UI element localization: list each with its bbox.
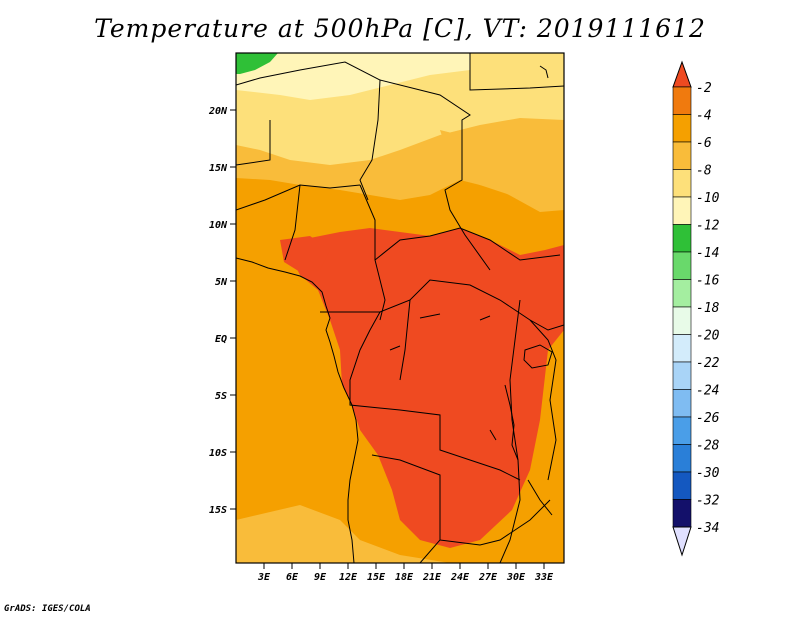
lon-label: 30E bbox=[506, 572, 526, 583]
lon-label: 12E bbox=[339, 572, 358, 583]
border-j bbox=[349, 311, 521, 481]
colorbar-label: -8 bbox=[696, 164, 712, 179]
colorbar-swatch bbox=[672, 169, 692, 198]
lon-label: 15E bbox=[367, 572, 386, 583]
border-h bbox=[374, 227, 561, 261]
colorbar-label: -32 bbox=[696, 494, 720, 509]
lat-axis: 20N 15N 10N 5N EQ 5S 10S 15S bbox=[208, 106, 236, 516]
border-f bbox=[284, 184, 301, 261]
red-sea-coast bbox=[539, 65, 549, 79]
colorbar-swatch bbox=[672, 141, 692, 170]
colorbar-swatch bbox=[672, 86, 692, 115]
colorbar-label: -20 bbox=[696, 329, 720, 344]
temperature-field bbox=[236, 53, 564, 563]
colorbar-label: -14 bbox=[696, 246, 719, 261]
lat-label: EQ bbox=[215, 334, 227, 345]
field-pale-north bbox=[236, 53, 470, 100]
colorbar-bottom-arrow bbox=[672, 526, 692, 557]
border-m bbox=[371, 454, 441, 563]
lon-label: 9E bbox=[314, 572, 327, 583]
colorbar-swatch bbox=[672, 279, 692, 308]
lon-axis: 3E 6E 9E 12E 15E 18E 21E 24E 27E 30E 33E bbox=[257, 563, 554, 583]
colorbar-top-arrow bbox=[672, 60, 692, 88]
border-l bbox=[499, 299, 521, 563]
colorbar-label: -30 bbox=[696, 466, 720, 481]
border-d bbox=[236, 120, 271, 166]
colorbar-swatch bbox=[672, 361, 692, 390]
border-n bbox=[439, 499, 551, 546]
field-mild-sw bbox=[236, 505, 450, 563]
country-borders bbox=[236, 53, 564, 563]
plot-frame bbox=[235, 52, 565, 564]
field-pale-ne bbox=[470, 53, 564, 95]
lake-victoria bbox=[523, 344, 553, 369]
border-o bbox=[529, 319, 557, 481]
colorbar-label: -4 bbox=[696, 109, 712, 124]
lon-label: 6E bbox=[286, 572, 299, 583]
lat-label: 10N bbox=[209, 220, 228, 231]
colorbar-swatch bbox=[672, 471, 692, 500]
colorbar-swatch bbox=[672, 251, 692, 280]
colorbar-label: -2 bbox=[696, 81, 712, 96]
colorbar-label: -12 bbox=[696, 219, 720, 234]
colorbar-swatch bbox=[672, 416, 692, 445]
colorbar-swatch bbox=[672, 306, 692, 335]
lat-label: 10S bbox=[209, 448, 227, 459]
colorbar-label: -28 bbox=[696, 439, 720, 454]
small-lakes bbox=[389, 313, 497, 441]
border-c bbox=[469, 53, 564, 91]
colorbar-swatch bbox=[672, 196, 692, 225]
lon-label: 24E bbox=[450, 572, 470, 583]
lon-label: 18E bbox=[395, 572, 414, 583]
colorbar-label: -26 bbox=[696, 411, 720, 426]
lake-malawi bbox=[527, 479, 553, 516]
field-green-corner bbox=[236, 53, 278, 74]
colorbar-swatch bbox=[672, 499, 692, 528]
colorbar-swatch bbox=[672, 444, 692, 473]
colorbar-label: -34 bbox=[696, 521, 719, 536]
border-b bbox=[379, 79, 491, 271]
border-k bbox=[399, 299, 411, 381]
lon-label: 3E bbox=[257, 572, 271, 583]
lat-label: 5S bbox=[215, 391, 227, 402]
map-title: Temperature at 500hPa [C], VT: 201911161… bbox=[94, 14, 706, 43]
lat-label: 15S bbox=[209, 505, 227, 516]
field-mild-ne bbox=[440, 130, 564, 210]
colorbar-label: -16 bbox=[696, 274, 720, 289]
lat-label: 5N bbox=[215, 277, 228, 288]
colorbar-swatch bbox=[672, 334, 692, 363]
lon-label: 21E bbox=[422, 572, 442, 583]
colorbar-swatch bbox=[672, 389, 692, 418]
grads-credit: GrADS: IGES/COLA bbox=[4, 604, 91, 614]
lat-label: 15N bbox=[209, 163, 228, 174]
colorbar-swatch bbox=[672, 224, 692, 253]
lon-label: 33E bbox=[534, 572, 554, 583]
colorbar-label: -24 bbox=[696, 384, 719, 399]
colorbar-label: -10 bbox=[696, 191, 720, 206]
colorbar-label: -18 bbox=[696, 301, 720, 316]
colorbar: -2 -4 -6 -8 -10 -12 -14 -16 -18 -20 -22 … bbox=[672, 60, 720, 557]
border-i bbox=[320, 279, 564, 331]
coastline bbox=[236, 257, 359, 563]
lake-tanganyika bbox=[504, 384, 519, 461]
field-warm-lobe bbox=[280, 236, 330, 272]
lon-label: 27E bbox=[478, 572, 498, 583]
colorbar-swatch bbox=[672, 114, 692, 143]
lat-label: 20N bbox=[208, 106, 228, 117]
colorbar-label: -22 bbox=[696, 356, 720, 371]
colorbar-label: -6 bbox=[696, 136, 712, 151]
